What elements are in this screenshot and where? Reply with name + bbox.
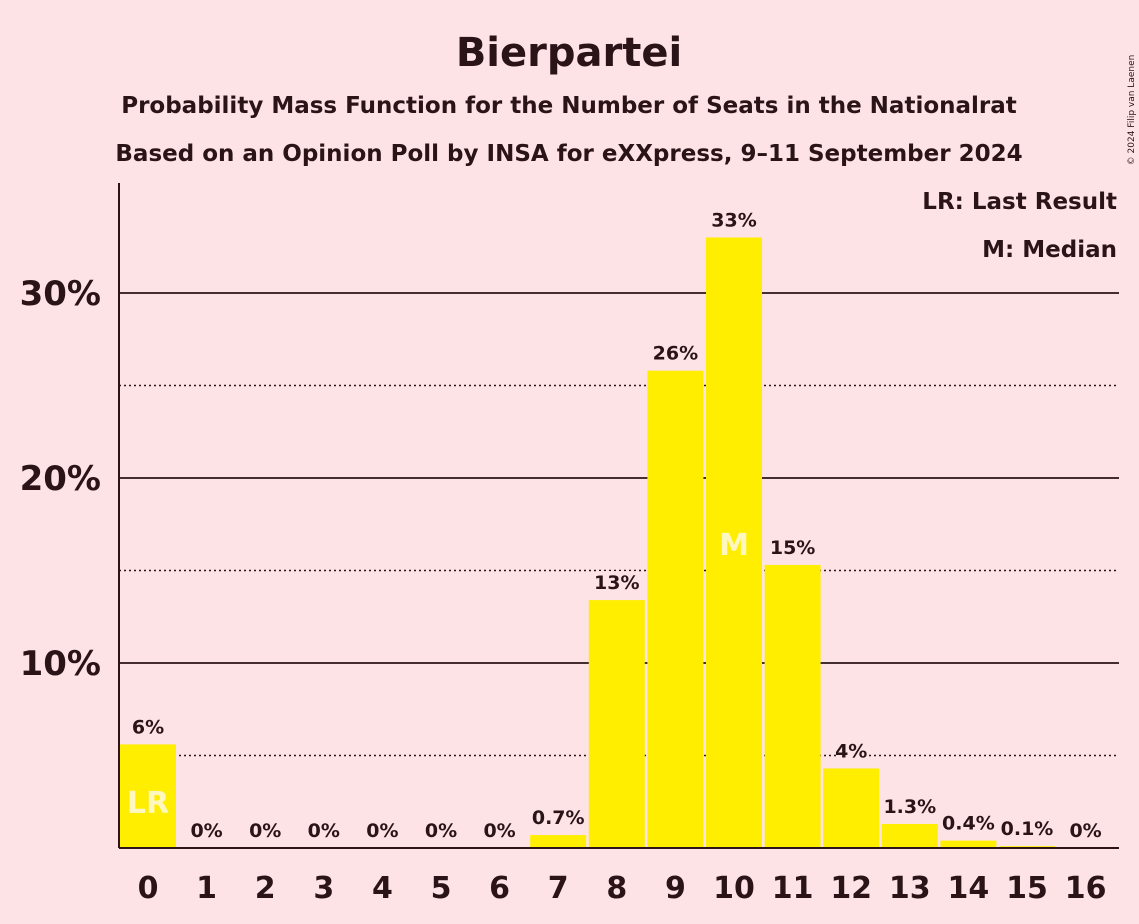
x-tick-label: 8: [606, 871, 627, 906]
data-label-background: [367, 819, 398, 843]
data-label-background: [133, 715, 163, 740]
data-label: 0.7%: [532, 807, 585, 829]
data-label: 0%: [308, 820, 340, 842]
chart-subtitle-poll: Based on an Opinion Poll by INSA for eXX…: [115, 141, 1022, 167]
data-label-background: [250, 819, 281, 843]
data-label: 0%: [483, 820, 515, 842]
data-label-background: [836, 739, 867, 764]
x-tick-label: 6: [489, 871, 510, 906]
bar: [706, 237, 762, 848]
x-tick-label: 2: [255, 871, 276, 906]
x-tick-label: 5: [431, 871, 452, 906]
x-tick-label: 13: [889, 871, 931, 906]
data-label-background: [484, 819, 515, 843]
y-tick-labels: 10% 20% 30%: [20, 274, 101, 684]
bar: [647, 370, 704, 848]
data-label-background: [191, 819, 222, 843]
data-label: 6%: [132, 716, 164, 738]
x-tick-label: 15: [1006, 871, 1048, 906]
legend-last-result: LR: Last Result: [922, 189, 1117, 215]
chart-subtitle: Probability Mass Function for the Number…: [121, 93, 1017, 119]
data-label: 0%: [1069, 820, 1101, 842]
data-label-background: [772, 535, 814, 560]
x-tick-label: 3: [313, 871, 334, 906]
axes: [118, 183, 1119, 849]
x-tick-label: 10: [713, 871, 755, 906]
y-tick-label: 10%: [20, 644, 101, 684]
bar: [588, 600, 645, 848]
x-tick-label: 11: [772, 871, 814, 906]
bar: [764, 564, 821, 848]
data-label: 0.4%: [942, 813, 995, 835]
data-label-background: [713, 208, 755, 233]
data-label-background: [532, 806, 585, 831]
copyright-notice: © 2024 Filip van Laenen: [1127, 55, 1137, 166]
data-label-background: [308, 819, 339, 843]
median-marker: M: [719, 528, 749, 563]
bar: [120, 744, 176, 848]
x-tick-label: 12: [830, 871, 872, 906]
bar: [940, 840, 997, 848]
data-label-background: [883, 794, 936, 819]
data-label: 13%: [594, 572, 639, 594]
bars: [120, 237, 1055, 848]
data-label: 0.1%: [1001, 818, 1054, 840]
y-tick-label: 30%: [20, 274, 101, 314]
bar: [823, 768, 880, 848]
data-label: 0%: [425, 820, 457, 842]
data-label-background: [1070, 819, 1101, 843]
data-label: 33%: [711, 210, 756, 232]
data-label: 1.3%: [883, 796, 936, 818]
data-label: 0%: [190, 820, 222, 842]
data-labels: 6% 0% 0% 0% 0% 0% 0% 0.7% 13% 26% 33% 15% 4% 1.3% 0.4%…: [132, 208, 1102, 843]
x-tick-label: 1: [196, 871, 217, 906]
legend-median: M: Median: [982, 237, 1117, 263]
x-tick-label: 9: [665, 871, 686, 906]
data-label: 0%: [249, 820, 281, 842]
bar-markers: LR M: [127, 528, 749, 821]
data-label: 4%: [835, 740, 867, 762]
bar: [881, 823, 938, 848]
x-tick-label: 16: [1065, 871, 1107, 906]
data-label-background: [596, 571, 638, 596]
last-result-marker: LR: [127, 786, 169, 821]
data-label-background: [654, 341, 696, 366]
data-label-background: [426, 819, 456, 843]
x-tick-label: 4: [372, 871, 393, 906]
x-tick-label: 0: [138, 871, 159, 906]
x-tick-label: 7: [548, 871, 569, 906]
x-tick-label: 14: [948, 871, 990, 906]
chart-title: Bierpartei: [456, 30, 682, 76]
data-label-background: [942, 811, 995, 836]
x-tick-labels: 0 1 2 3 4 5 6 7 8 9 10 11 12 13 14 15 16: [138, 871, 1107, 906]
bar: [530, 835, 587, 848]
data-label: 15%: [770, 537, 815, 559]
data-label: 0%: [366, 820, 398, 842]
data-label-background: [1001, 817, 1053, 842]
y-tick-label: 20%: [20, 459, 101, 499]
data-label: 26%: [653, 343, 698, 365]
